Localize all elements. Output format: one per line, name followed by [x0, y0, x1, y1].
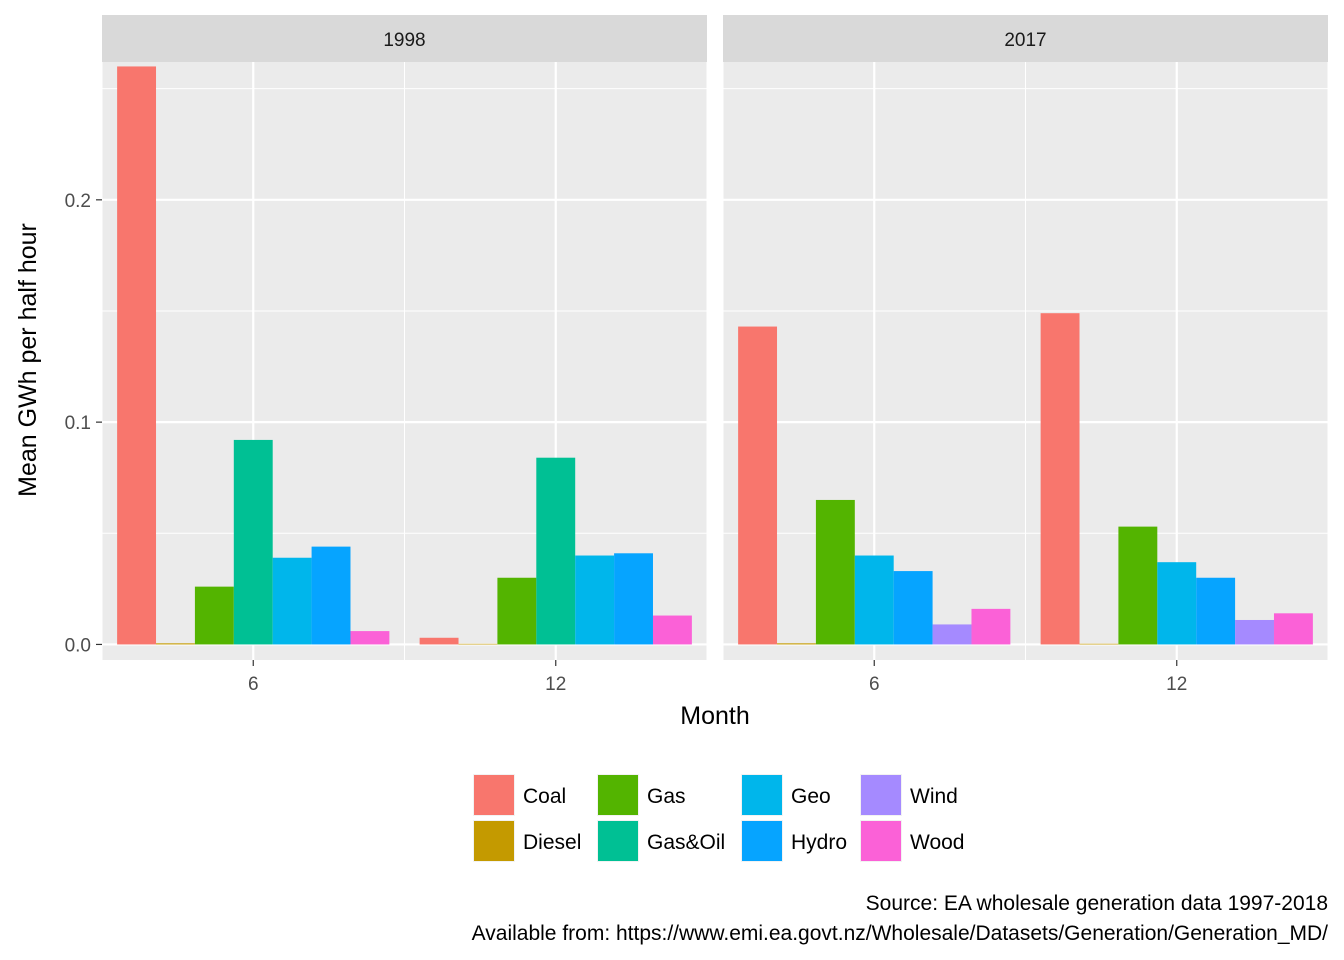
x-tick-label: 6: [248, 674, 259, 695]
legend-item-coal: Coal: [473, 774, 566, 816]
legend-item-hydro: Hydro: [741, 820, 847, 862]
bar-wood-1998-month-12: [652, 615, 692, 645]
legend-swatch: [598, 821, 638, 861]
bar-diesel-1998-month-6: [156, 643, 195, 645]
legend-label: Coal: [523, 785, 566, 808]
bar-wood-1998-month-6: [350, 631, 390, 645]
bar-hydro-2017-month-12: [1196, 577, 1236, 645]
facet-strip: [102, 15, 707, 62]
bar-diesel-2017-month-12: [1079, 643, 1119, 645]
bar-gas-1998-month-12: [497, 577, 537, 645]
facet-panel-1998: 1998: [101, 15, 708, 660]
facet-strip-label: 1998: [383, 30, 425, 51]
legend-label: Wind: [910, 785, 958, 808]
x-tick-label: 12: [1166, 674, 1187, 695]
legend-item-diesel: Diesel: [473, 820, 581, 862]
bar-gas-2017-month-12: [1118, 526, 1158, 645]
y-axis-title: Mean GWh per half hour: [14, 223, 42, 497]
bar-gas-oil-1998-month-6: [233, 439, 273, 645]
facet-panel-2017: 2017: [722, 15, 1329, 660]
x-axis-title: Month: [680, 702, 749, 730]
bar-gas-oil-1998-month-12: [536, 457, 576, 645]
y-tick-label: 0.0: [65, 635, 91, 656]
bar-gas-2017-month-6: [815, 499, 855, 645]
legend-swatch: [474, 821, 514, 861]
legend-label: Gas&Oil: [647, 831, 725, 854]
y-tick-label: 0.1: [65, 413, 91, 434]
bar-coal-1998-month-6: [117, 66, 157, 645]
bar-geo-2017-month-6: [854, 555, 894, 645]
facet-strip: [723, 15, 1328, 62]
bar-coal-2017-month-6: [738, 326, 778, 645]
legend-item-wind: Wind: [860, 774, 958, 816]
legend-swatch: [861, 821, 901, 861]
bar-wind-2017-month-6: [932, 624, 972, 645]
bar-wood-2017-month-12: [1273, 613, 1313, 645]
legend-item-gas-oil: Gas&Oil: [597, 820, 725, 862]
bar-geo-2017-month-12: [1157, 562, 1197, 645]
caption-source: Source: EA wholesale generation data 199…: [866, 892, 1328, 915]
legend-item-geo: Geo: [741, 774, 831, 816]
y-axis: 0.0 0.1 0.2: [65, 191, 102, 656]
legend-item-wood: Wood: [860, 820, 964, 862]
caption-url: Available from: https://www.emi.ea.govt.…: [472, 922, 1329, 945]
bar-coal-2017-month-12: [1040, 313, 1080, 645]
bar-gas-1998-month-6: [194, 586, 234, 645]
bar-coal-1998-month-12: [419, 637, 459, 645]
legend: Coal Diesel Gas Gas&Oil Geo Hydro Wind Wood: [473, 774, 964, 862]
bar-diesel-2017-month-6: [777, 643, 816, 645]
legend-swatch: [742, 775, 782, 815]
y-tick-label: 0.2: [65, 191, 91, 212]
legend-swatch: [474, 775, 514, 815]
x-tick-label: 12: [545, 674, 566, 695]
bar-diesel-1998-month-12: [458, 643, 498, 645]
x-axis: 6 12 6 12: [248, 660, 1187, 695]
legend-label: Wood: [910, 831, 964, 854]
bar-geo-1998-month-6: [272, 557, 312, 645]
facet-panels: 1998 2017: [101, 15, 1329, 660]
legend-label: Geo: [791, 785, 831, 808]
bar-hydro-1998-month-6: [311, 546, 351, 645]
bar-wind-2017-month-12: [1235, 619, 1274, 645]
legend-item-gas: Gas: [597, 774, 686, 816]
bar-hydro-2017-month-6: [893, 571, 933, 645]
facet-strip-label: 2017: [1004, 30, 1046, 51]
legend-label: Diesel: [523, 831, 581, 854]
bar-geo-1998-month-12: [575, 555, 615, 645]
x-tick-label: 6: [869, 674, 880, 695]
legend-label: Gas: [647, 785, 686, 808]
legend-swatch: [598, 775, 638, 815]
legend-label: Hydro: [791, 831, 847, 854]
legend-swatch: [861, 775, 901, 815]
legend-swatch: [742, 821, 782, 861]
bar-hydro-1998-month-12: [614, 553, 653, 645]
bar-wood-2017-month-6: [971, 608, 1011, 645]
